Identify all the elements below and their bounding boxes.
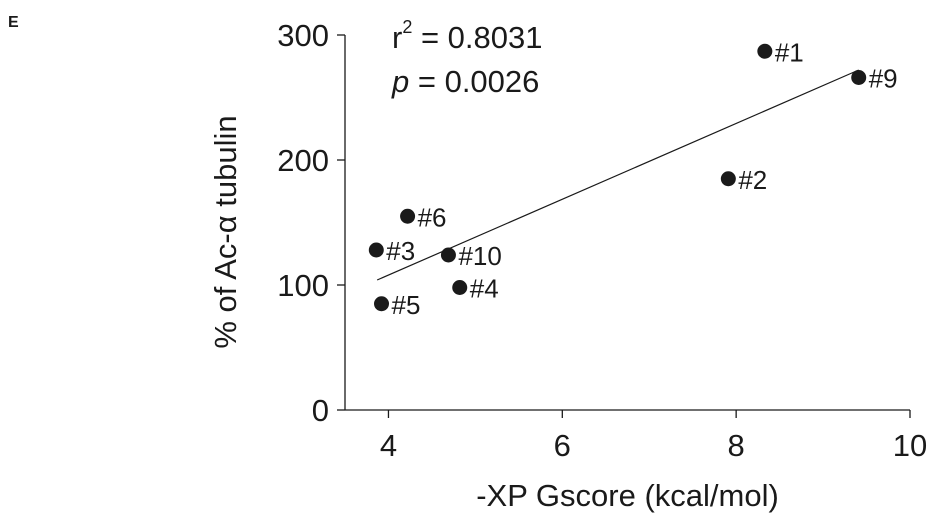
data-point <box>374 296 390 312</box>
data-point-label: #6 <box>418 202 447 232</box>
y-tick-label: 100 <box>277 268 329 303</box>
r-squared-stat: r2 = 0.8031 <box>392 17 543 55</box>
data-point-label: #1 <box>775 37 804 67</box>
y-axis-label: % of Ac-α tubulin <box>208 115 243 349</box>
data-point <box>440 247 456 263</box>
y-tick-label: 200 <box>277 143 329 178</box>
data-point <box>368 242 384 258</box>
x-tick-label: 10 <box>893 428 927 463</box>
data-point-label: #10 <box>458 241 501 271</box>
data-point-label: #5 <box>392 290 421 320</box>
x-tick-label: 4 <box>380 428 397 463</box>
data-point <box>720 171 736 187</box>
panel-label: E <box>8 14 19 31</box>
x-axis-label: -XP Gscore (kcal/mol) <box>476 478 779 513</box>
data-points: #1 #9 #2 #6#3 #10#4 #5 <box>368 37 898 320</box>
y-tick-label: 0 <box>312 393 329 428</box>
data-point-label: #4 <box>470 274 499 304</box>
data-point <box>452 280 468 295</box>
data-point <box>851 70 867 85</box>
axes <box>344 35 910 411</box>
p-value-stat: p = 0.0026 <box>392 64 540 99</box>
ticks: 0 100 200 300 4 6 8 10 <box>277 18 927 463</box>
data-point <box>757 43 773 59</box>
y-tick-label: 300 <box>277 18 329 53</box>
trendline <box>376 69 859 281</box>
data-point <box>400 208 416 224</box>
data-point-label: #2 <box>738 165 767 195</box>
x-tick-label: 8 <box>728 428 745 463</box>
data-point-label: #3 <box>386 236 415 266</box>
x-tick-label: 6 <box>554 428 571 463</box>
data-point-label: #9 <box>869 64 898 94</box>
